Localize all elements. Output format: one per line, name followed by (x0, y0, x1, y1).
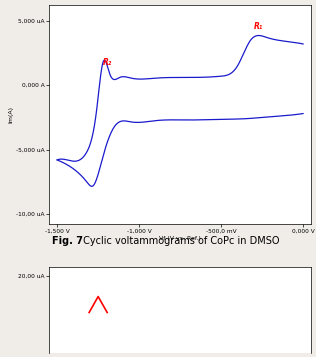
Text: . Cyclic voltammograms of CoPc in DMSO: . Cyclic voltammograms of CoPc in DMSO (77, 236, 280, 246)
Y-axis label: Im(A): Im(A) (9, 106, 13, 123)
Text: R₂: R₂ (103, 57, 112, 67)
Text: R₁: R₁ (254, 21, 263, 31)
X-axis label: Vf (V vs. Ref.): Vf (V vs. Ref.) (159, 236, 201, 241)
Text: Fig. 7: Fig. 7 (52, 236, 82, 246)
